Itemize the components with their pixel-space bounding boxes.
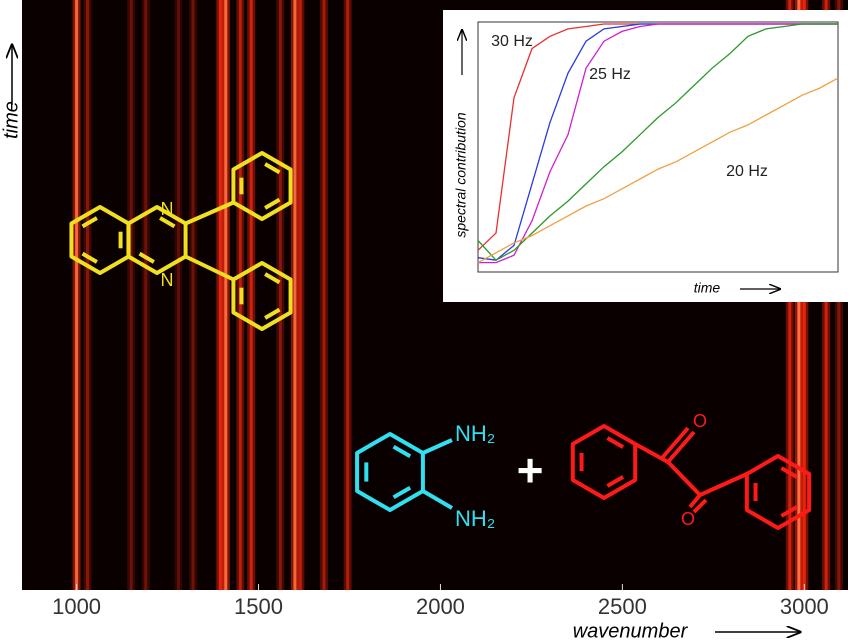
x-tick-label: 1000 — [52, 594, 101, 619]
double-bond — [264, 307, 281, 320]
double-bond — [392, 444, 412, 459]
bond — [184, 254, 235, 282]
inset-y-label: spectral contribution — [453, 112, 469, 238]
spectral-band-core — [191, 0, 195, 590]
double-bond — [81, 216, 98, 229]
bond — [634, 442, 669, 464]
annotation: 20 Hz — [726, 163, 768, 180]
y-axis-label: time — [0, 101, 22, 139]
plus-sign: + — [517, 444, 544, 496]
x-tick-label: 2000 — [416, 594, 465, 619]
series-line — [477, 77, 839, 264]
x-tick-label: 1500 — [234, 594, 283, 619]
atom-label: NH₂ — [455, 506, 495, 531]
spectral-band-core — [322, 0, 326, 590]
atom-label: N — [161, 270, 174, 290]
spectral-band — [276, 0, 285, 590]
atom-label: O — [693, 411, 707, 431]
spectral-band — [83, 0, 92, 590]
spectral-band-core — [293, 0, 297, 590]
spectral-band-core — [298, 0, 302, 590]
spectral-band-core — [75, 0, 79, 590]
spectral-band-core — [346, 0, 350, 590]
double-bond — [264, 272, 281, 285]
spectral-band-core — [249, 0, 253, 590]
atom-label: O — [681, 509, 695, 529]
annotation: 25 Hz — [589, 66, 631, 83]
bond — [688, 493, 702, 509]
spectral-band-core — [144, 0, 148, 590]
double-bond — [264, 162, 281, 175]
spectral-band-core — [85, 0, 89, 590]
bond — [421, 489, 454, 510]
bond — [699, 472, 748, 497]
double-bond — [606, 436, 625, 449]
double-bond — [159, 216, 176, 229]
inset-panel — [443, 10, 851, 302]
x-axis-label: wavenumber — [573, 620, 689, 642]
x-tick-label: 3000 — [780, 594, 829, 619]
double-bond — [606, 475, 625, 488]
spectral-band-core — [176, 0, 180, 590]
spectral-band — [127, 0, 136, 590]
double-bond — [138, 251, 155, 264]
bond — [660, 426, 690, 460]
atom-label: NH₂ — [455, 421, 495, 446]
bond — [666, 430, 696, 464]
series-line — [477, 23, 838, 262]
spectral-band-core — [278, 0, 282, 590]
inset-axes — [477, 21, 839, 273]
bond — [422, 438, 453, 455]
bond — [692, 498, 708, 514]
spectral-band-core — [224, 0, 228, 590]
double-bond — [780, 505, 799, 518]
spectral-band — [174, 0, 183, 590]
bond — [666, 460, 702, 497]
double-bond — [264, 197, 281, 210]
spectral-band-core — [129, 0, 133, 590]
atom-label: N — [161, 199, 174, 219]
spectral-band — [141, 0, 150, 590]
spectral-band — [189, 0, 198, 590]
double-bond — [81, 251, 98, 264]
inset-x-label: time — [694, 280, 721, 296]
double-bond — [780, 466, 799, 479]
ring — [231, 151, 293, 221]
x-tick-label: 2500 — [598, 594, 647, 619]
double-bond — [392, 485, 412, 500]
bond — [184, 200, 235, 226]
annotation: 30 Hz — [491, 33, 533, 50]
series-line — [478, 23, 838, 264]
spectral-band-core — [218, 0, 222, 590]
